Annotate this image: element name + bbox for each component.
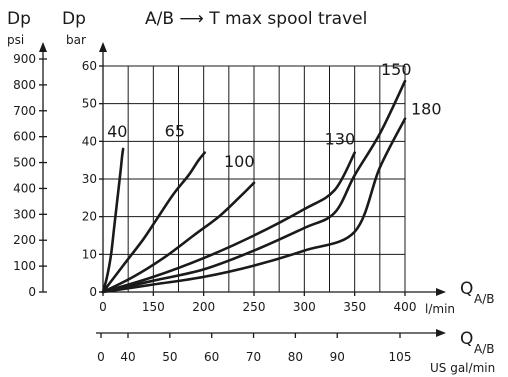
flow-tick-label: 200 <box>192 300 215 314</box>
chart-title: A/B ⟶ T max spool travel <box>145 9 367 29</box>
psi-tick-label: 500 <box>13 156 36 170</box>
flow-axis-unit: l/min <box>425 302 455 316</box>
gal-tick-label: 60 <box>204 350 219 364</box>
curve-40 <box>101 147 125 294</box>
flow-tick-label: 150 <box>142 300 165 314</box>
bar-tick-label: 60 <box>82 59 97 73</box>
psi-tick-label: 800 <box>13 78 36 92</box>
curve-180 <box>101 117 407 294</box>
psi-tick-label: 400 <box>13 181 36 195</box>
psi-tick-label: 900 <box>13 52 36 66</box>
gal-tick-label: 80 <box>288 350 303 364</box>
gal-tick-label: 105 <box>389 350 412 364</box>
psi-tick-label: 600 <box>13 130 36 144</box>
bar-axis-unit: bar <box>66 33 86 47</box>
curve-label-100: 100 <box>224 152 255 171</box>
psi-tick-label: 300 <box>13 207 36 221</box>
chart-labels: 0102030405060010020030040050060070080090… <box>7 9 495 375</box>
chart-series <box>101 79 407 294</box>
psi-tick-label: 700 <box>13 104 36 118</box>
curve-label-40: 40 <box>107 122 127 141</box>
bar-tick-label: 0 <box>89 285 97 299</box>
gal-tick-label: 70 <box>246 350 261 364</box>
bar-tick-label: 50 <box>82 97 97 111</box>
bar-tick-label: 30 <box>82 172 97 186</box>
psi-axis-unit: psi <box>7 33 24 47</box>
curve-label-180: 180 <box>411 100 442 119</box>
gal-tick-label: 40 <box>120 350 135 364</box>
gal-axis-arrowhead <box>436 329 446 337</box>
gal-axis-title: Q <box>460 329 473 349</box>
psi-tick-label: 0 <box>28 285 36 299</box>
flow-tick-label: 350 <box>343 300 366 314</box>
bar-axis-title: Dp <box>62 9 86 29</box>
psi-tick-label: 200 <box>13 233 36 247</box>
gal-axis-subscript: A/B <box>474 342 494 356</box>
bar-tick-label: 20 <box>82 210 97 224</box>
chart-axes <box>39 42 446 338</box>
flow-axis-subscript: A/B <box>474 292 494 306</box>
curve-100 <box>101 181 256 294</box>
chart-grid <box>103 65 406 292</box>
flow-tick-label: 250 <box>243 300 266 314</box>
gal-axis-unit: US gal/min <box>430 361 495 375</box>
flow-tick-label: 300 <box>293 300 316 314</box>
bar-axis-arrowhead <box>99 42 107 52</box>
flow-tick-label: 400 <box>394 300 417 314</box>
flow-tick-label: 0 <box>99 300 107 314</box>
flow-axis-arrowhead <box>436 288 446 296</box>
bar-tick-label: 40 <box>82 134 97 148</box>
gal-tick-label: 90 <box>330 350 345 364</box>
psi-axis-title: Dp <box>7 9 31 29</box>
curve-150 <box>101 79 407 294</box>
curve-label-150: 150 <box>381 60 412 79</box>
flow-axis-title: Q <box>460 279 473 299</box>
psi-tick-label: 100 <box>13 259 36 273</box>
curve-130 <box>101 151 356 294</box>
psi-axis-arrowhead <box>39 42 47 52</box>
curve-65 <box>101 151 206 294</box>
gal-tick-label: 0 <box>97 350 105 364</box>
curve-label-65: 65 <box>165 122 185 141</box>
bar-tick-label: 10 <box>82 247 97 261</box>
curve-label-130: 130 <box>325 130 356 149</box>
gal-tick-label: 50 <box>162 350 177 364</box>
